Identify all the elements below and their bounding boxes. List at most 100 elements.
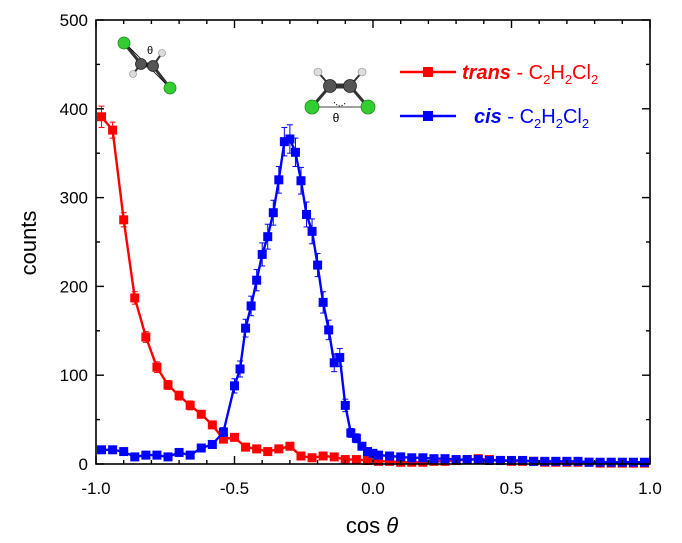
legend-label-cis-sub1: 2: [534, 116, 541, 131]
data-point-trans: [296, 451, 306, 461]
data-point-cis: [302, 209, 312, 219]
trans-theta-label: θ: [147, 45, 153, 57]
data-point-cis: [279, 137, 289, 147]
legend-label-cis-italic: cis: [474, 106, 502, 128]
data-point-cis: [313, 260, 323, 270]
series-layer: [97, 105, 649, 468]
y-tick-label: 200: [60, 277, 88, 296]
legend-label-cis-rest: - C: [502, 106, 534, 128]
data-point-cis: [540, 456, 550, 466]
cis-atom-h2: [357, 67, 367, 77]
cis-atom-c1: [323, 79, 337, 93]
trans-atom-h2: [158, 49, 166, 57]
data-point-cis: [241, 323, 251, 333]
data-point-cis: [374, 450, 384, 460]
data-point-cis: [451, 455, 461, 465]
legend-label-cis: cis - C2H2Cl2: [474, 106, 589, 131]
data-point-cis: [595, 457, 605, 467]
data-point-cis: [440, 454, 450, 464]
x-axis-title-prefix: cos: [346, 513, 380, 538]
data-point-cis: [174, 447, 184, 457]
cis-atom-c2: [343, 79, 357, 93]
data-point-trans: [218, 434, 228, 444]
data-point-cis: [163, 452, 173, 462]
y-tick-label: 300: [60, 189, 88, 208]
data-point-trans: [318, 451, 328, 461]
data-point-cis: [218, 427, 228, 437]
data-point-cis: [357, 441, 367, 451]
data-point-cis: [429, 454, 439, 464]
data-point-cis: [606, 457, 616, 467]
data-point-trans: [307, 453, 317, 463]
legend-label-cis-sub2: 2: [556, 116, 563, 131]
legend-label-trans-italic: trans: [462, 62, 511, 84]
x-tick-label: 0.0: [361, 479, 385, 498]
data-point-cis: [329, 358, 339, 368]
trans-atom-c1: [135, 58, 147, 70]
legend-label-trans-rest: - C: [511, 62, 543, 84]
legend-label-trans-sub3: 2: [591, 72, 598, 87]
data-point-cis: [484, 455, 494, 465]
data-point-cis: [407, 453, 417, 463]
ticks-layer: [95, 19, 651, 465]
data-point-trans: [174, 391, 184, 401]
x-tick-label: 1.0: [638, 479, 662, 498]
trans-atom-h1: [129, 70, 137, 78]
data-point-cis: [268, 208, 278, 218]
y-tick-label: 100: [60, 366, 88, 385]
data-point-trans: [351, 455, 361, 465]
x-axis-title: cos θ: [346, 513, 398, 538]
legend-marker-cis: [423, 111, 433, 121]
cis-atom-cl2: [360, 99, 376, 115]
data-point-cis: [252, 275, 262, 285]
data-point-cis: [263, 232, 273, 242]
data-point-cis: [639, 457, 649, 467]
trans-atom-cl1: [117, 36, 131, 50]
data-point-cis: [119, 447, 129, 457]
data-point-trans: [241, 442, 251, 452]
data-point-cis: [152, 450, 162, 460]
cis-atom-cl1: [304, 99, 320, 115]
data-point-cis: [318, 297, 328, 307]
data-point-cis: [518, 455, 528, 465]
data-point-trans: [252, 444, 262, 454]
data-point-trans: [374, 456, 384, 466]
trans-angle-guide: [125, 43, 169, 87]
y-tick-label: 500: [60, 11, 88, 30]
data-point-cis: [141, 450, 151, 460]
cis-angle-arc: [333, 101, 347, 107]
data-point-cis: [185, 450, 195, 460]
data-point-trans: [274, 444, 284, 454]
data-point-cis: [290, 147, 300, 157]
data-point-cis: [628, 457, 638, 467]
data-point-trans: [163, 380, 173, 390]
y-tick-label: 0: [79, 455, 88, 474]
data-point-cis: [368, 448, 378, 458]
legend-label-cis-mid2: Cl: [563, 106, 582, 128]
legend-label-trans-sub2: 2: [565, 72, 572, 87]
legend: trans - C2H2Cl2 cis - C2H2Cl2: [400, 62, 598, 131]
x-tick-label: 0.5: [500, 479, 524, 498]
data-point-trans: [196, 409, 206, 419]
data-point-cis: [97, 445, 107, 455]
data-point-cis: [335, 352, 345, 362]
data-point-cis: [473, 455, 483, 465]
data-point-cis: [573, 456, 583, 466]
legend-label-cis-sub3: 2: [582, 116, 589, 131]
legend-label-cis-mid1: H: [541, 106, 555, 128]
data-point-cis: [418, 453, 428, 463]
data-point-cis: [351, 433, 361, 443]
trans-atom-cl2: [163, 81, 177, 95]
legend-marker-trans: [423, 67, 433, 77]
x-tick-label: -1.0: [81, 479, 110, 498]
trans-molecule-inset: θ: [117, 36, 177, 95]
data-point-cis: [340, 400, 350, 410]
data-point-cis: [285, 134, 295, 144]
x-axis-title-symbol: θ: [386, 513, 398, 538]
legend-entry-trans: trans - C2H2Cl2: [400, 62, 598, 87]
data-point-cis: [551, 456, 561, 466]
legend-label-trans: trans - C2H2Cl2: [462, 62, 598, 87]
data-point-cis: [196, 443, 206, 453]
data-point-cis: [235, 364, 245, 374]
data-point-trans: [130, 293, 140, 303]
